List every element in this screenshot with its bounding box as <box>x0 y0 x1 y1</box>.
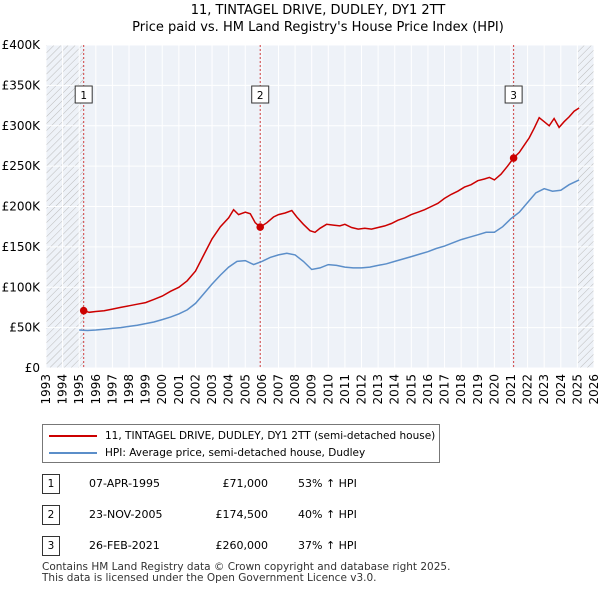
x-tick-label: 1997 <box>105 374 119 405</box>
sale-point <box>79 306 88 315</box>
sale-date: 07-APR-1995 <box>89 477 161 490</box>
x-tick-label: 2016 <box>421 374 435 405</box>
x-tick-label: 2018 <box>454 374 468 405</box>
price-chart: 11, TINTAGEL DRIVE, DUDLEY, DY1 2TT Pric… <box>2 3 600 405</box>
x-tick-label: 2000 <box>155 374 169 405</box>
x-tick-label: 1993 <box>39 374 53 405</box>
x-tick-label: 2017 <box>438 374 452 405</box>
x-tick-label: 2013 <box>371 374 385 405</box>
x-tick-label: 2020 <box>487 374 501 405</box>
footer-copyright: Contains HM Land Registry data © Crown c… <box>42 561 451 573</box>
sale-number: 1 <box>42 474 60 494</box>
x-tick-label: 2024 <box>554 374 568 405</box>
x-tick-label: 2026 <box>587 374 600 405</box>
sale-price: £174,500 <box>215 508 269 521</box>
sale-annotation-label: 2 <box>257 90 264 102</box>
sale-hpi-change: 40% ↑ HPI <box>298 508 357 521</box>
sale-annotation-label: 3 <box>510 90 517 102</box>
y-tick-label: £150K <box>2 240 42 254</box>
x-tick-label: 2003 <box>205 374 219 405</box>
x-tick-label: 2009 <box>305 374 319 405</box>
x-tick-label: 2019 <box>471 374 485 405</box>
sale-hpi-change: 37% ↑ HPI <box>298 539 357 552</box>
x-tick-label: 1995 <box>72 374 86 405</box>
sale-annotation-box <box>251 85 270 104</box>
x-tick-label: 2002 <box>188 374 202 405</box>
x-tick-label: 1994 <box>56 374 70 405</box>
x-tick-label: 2021 <box>504 374 518 405</box>
y-tick-label: £350K <box>2 78 42 92</box>
x-tick-label: 2025 <box>570 374 584 405</box>
x-tick-label: 1996 <box>89 374 103 405</box>
sale-row: 3 26-FEB-2021 £260,000 37% ↑ HPI <box>42 536 462 556</box>
legend: 11, TINTAGEL DRIVE, DUDLEY, DY1 2TT (sem… <box>42 424 440 463</box>
legend-label-property: 11, TINTAGEL DRIVE, DUDLEY, DY1 2TT (sem… <box>105 429 436 442</box>
legend-swatch-property <box>49 434 97 437</box>
y-tick-label: £200K <box>2 200 42 214</box>
x-tick-label: 2015 <box>404 374 418 405</box>
hpi-series-line <box>79 179 580 332</box>
footer-licence: This data is licensed under the Open Gov… <box>42 572 377 584</box>
sale-annotation-box <box>504 85 523 104</box>
x-tick-label: 1999 <box>139 374 153 405</box>
x-tick-label: 2006 <box>255 374 269 405</box>
legend-item-hpi: HPI: Average price, semi-detached house,… <box>49 444 365 461</box>
y-tick-label: £400K <box>2 38 42 52</box>
y-tick-label: £50K <box>9 321 41 335</box>
sale-date: 26-FEB-2021 <box>89 539 160 552</box>
sale-row: 1 07-APR-1995 £71,000 53% ↑ HPI <box>42 474 462 494</box>
sale-point <box>256 223 265 231</box>
x-tick-label: 2011 <box>338 374 352 405</box>
sale-number: 3 <box>42 536 60 556</box>
sale-annotation-box <box>74 85 93 104</box>
sale-number: 2 <box>42 505 60 525</box>
sale-point <box>509 154 518 162</box>
y-tick-label: £300K <box>2 119 42 133</box>
chart-subtitle: Price paid vs. HM Land Registry's House … <box>132 20 504 35</box>
x-tick-label: 2005 <box>238 374 252 405</box>
x-tick-label: 2007 <box>271 374 285 405</box>
sale-price: £71,000 <box>222 477 269 490</box>
x-tick-label: 2023 <box>537 374 551 405</box>
x-tick-label: 2010 <box>321 374 335 405</box>
x-tick-label: 2004 <box>222 374 236 405</box>
y-tick-label: £100K <box>2 280 42 294</box>
sale-row: 2 23-NOV-2005 £174,500 40% ↑ HPI <box>42 505 462 525</box>
sale-price: £260,000 <box>215 539 269 552</box>
legend-item-property: 11, TINTAGEL DRIVE, DUDLEY, DY1 2TT (sem… <box>49 427 435 444</box>
legend-swatch-hpi <box>49 451 97 454</box>
x-tick-label: 2001 <box>172 374 186 405</box>
sale-annotation-label: 1 <box>80 90 87 102</box>
x-tick-label: 2008 <box>288 374 302 405</box>
sale-date: 23-NOV-2005 <box>89 508 163 521</box>
legend-label-hpi: HPI: Average price, semi-detached house,… <box>105 446 366 459</box>
x-tick-label: 2014 <box>388 374 402 405</box>
y-tick-label: £0 <box>25 361 40 375</box>
chart-title: 11, TINTAGEL DRIVE, DUDLEY, DY1 2TT <box>191 3 446 18</box>
y-tick-label: £250K <box>2 159 42 173</box>
footer: Contains HM Land Registry data © Crown c… <box>42 562 450 584</box>
sale-hpi-change: 53% ↑ HPI <box>298 477 357 490</box>
x-tick-label: 1998 <box>122 374 136 405</box>
x-tick-label: 2022 <box>521 374 535 405</box>
x-tick-label: 2012 <box>355 374 369 405</box>
